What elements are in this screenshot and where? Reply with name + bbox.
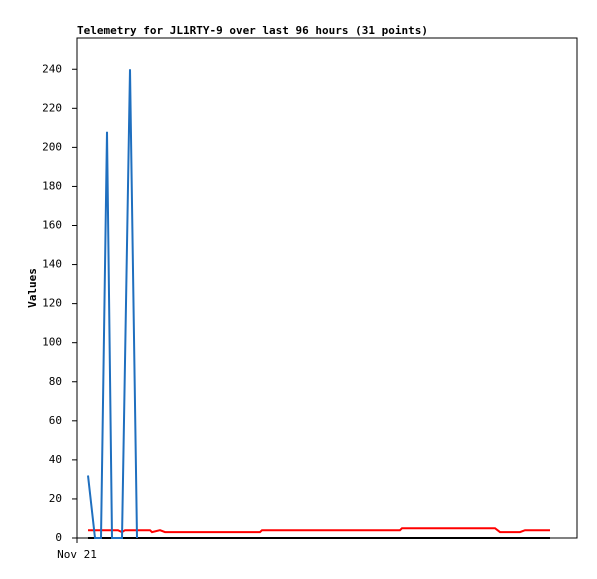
y-tick-label: 220	[42, 101, 62, 114]
y-tick-label: 140	[42, 258, 62, 271]
series-line	[87, 69, 138, 539]
y-tick-label: 120	[42, 297, 62, 310]
y-tick-label: 40	[49, 453, 62, 466]
y-tick-label: 200	[42, 140, 62, 153]
y-tick-label: 240	[42, 62, 62, 75]
chart-title: Telemetry for JL1RTY-9 over last 96 hour…	[77, 24, 428, 37]
y-tick-label: 0	[55, 531, 62, 544]
y-tick-label: 80	[49, 375, 62, 388]
y-tick-label: 60	[49, 414, 62, 427]
series-line	[88, 527, 550, 534]
y-tick-label: 180	[42, 179, 62, 192]
y-axis-label: Values	[26, 268, 39, 308]
x-tick-label: Nov 21	[57, 548, 97, 561]
plot-frame	[76, 37, 578, 539]
y-tick-label: 160	[42, 219, 62, 232]
y-tick-label: 20	[49, 492, 62, 505]
y-tick-label: 100	[42, 336, 62, 349]
